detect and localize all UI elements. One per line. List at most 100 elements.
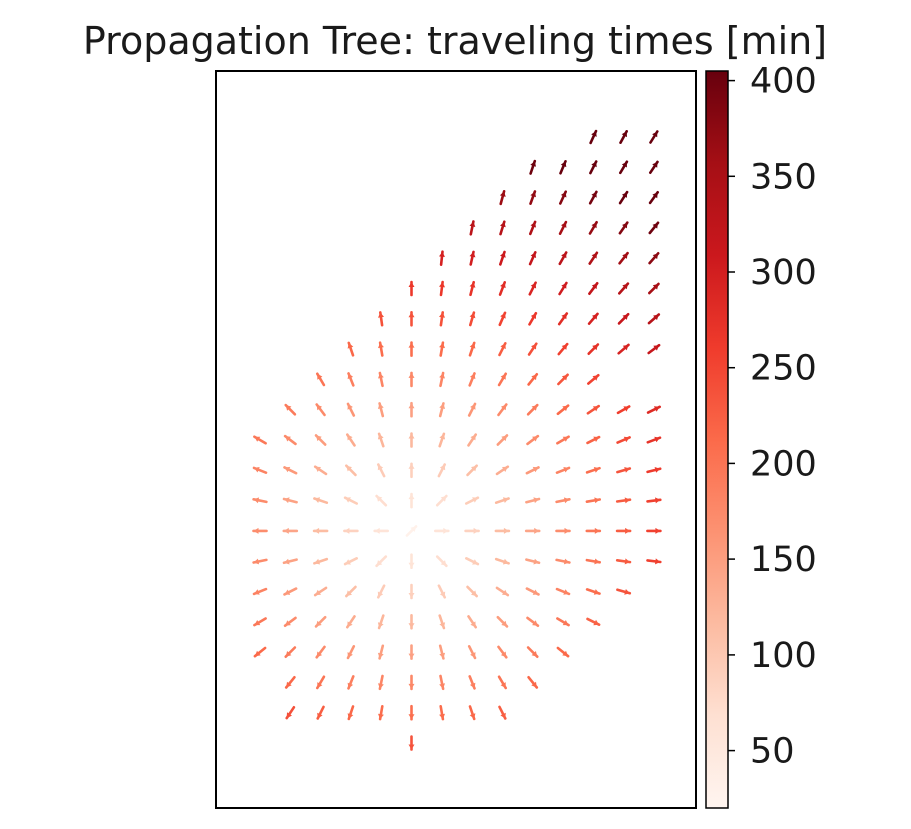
- quiver-arrow-head: [653, 406, 660, 412]
- quiver-arrow: [526, 434, 540, 446]
- quiver-arrow: [498, 341, 507, 357]
- quiver-arrow-head: [317, 712, 323, 719]
- quiver-arrow-head: [284, 466, 291, 473]
- quiver-arrow-head: [622, 344, 629, 351]
- quiver-arrow: [433, 527, 450, 534]
- quiver-arrow-head: [530, 161, 536, 167]
- quiver-arrow-head: [347, 342, 354, 349]
- quiver-arrow: [646, 558, 662, 565]
- quiver-arrow: [438, 402, 446, 418]
- quiver-arrow-head: [561, 283, 567, 289]
- quiver-arrow-head: [346, 465, 352, 472]
- quiver-arrow-head: [532, 589, 539, 595]
- quiver-arrow: [585, 497, 602, 504]
- quiver-arrow-head: [532, 466, 539, 473]
- quiver-arrow: [466, 464, 479, 477]
- quiver-arrow: [499, 190, 506, 206]
- quiver-arrow-head: [472, 497, 478, 503]
- quiver-arrow-head: [561, 344, 568, 350]
- quiver-arrow: [558, 281, 568, 296]
- quiver-arrow: [558, 190, 568, 205]
- quiver-arrow-head: [408, 403, 415, 409]
- quiver-arrow: [618, 251, 629, 265]
- quiver-arrow: [435, 555, 448, 568]
- quiver-arrow: [618, 190, 629, 205]
- colorbar-tick-label: 300: [750, 253, 817, 293]
- quiver-arrow-head: [285, 620, 291, 626]
- colorbar-tick-label: 250: [750, 349, 817, 389]
- quiver-arrow: [437, 463, 447, 478]
- quiver-arrow: [438, 614, 446, 630]
- quiver-arrow-head: [594, 527, 600, 534]
- quiver-arrow-head: [408, 463, 415, 469]
- quiver-arrow: [252, 466, 268, 475]
- quiver-arrow: [315, 403, 326, 417]
- quiver-arrow-head: [470, 621, 476, 628]
- quiver-arrow: [529, 159, 537, 175]
- quiver-arrow: [377, 644, 385, 660]
- quiver-arrow-head: [315, 466, 321, 472]
- quiver-arrow: [347, 341, 355, 357]
- quiver-arrow-head: [377, 403, 384, 409]
- quiver-arrow-head: [562, 405, 569, 412]
- quiver-arrow-head: [443, 527, 449, 534]
- quiver-arrow: [468, 675, 476, 690]
- colorbar-tick-label: 150: [750, 540, 817, 580]
- quiver-arrow-head: [470, 403, 476, 410]
- quiver-arrow-head: [469, 682, 476, 689]
- quiver-arrow: [438, 432, 446, 448]
- quiver-arrow: [252, 587, 268, 596]
- quiver-arrow-head: [563, 589, 569, 595]
- quiver-arrow-head: [563, 558, 570, 565]
- quiver-arrow: [377, 402, 385, 418]
- quiver-arrow-head: [254, 589, 260, 595]
- quiver-arrow-head: [502, 558, 509, 565]
- quiver-arrow: [408, 280, 415, 297]
- quiver-arrow-head: [500, 221, 506, 228]
- quiver-arrow-head: [500, 682, 506, 688]
- quiver-arrow: [408, 371, 415, 388]
- quiver-arrow: [439, 341, 445, 357]
- quiver-arrow-head: [561, 313, 567, 320]
- quiver-arrow-head: [317, 373, 323, 380]
- quiver-arrow: [555, 587, 571, 596]
- quiver-arrow: [313, 465, 328, 476]
- quiver-arrow: [437, 584, 447, 599]
- quiver-arrow-head: [531, 405, 538, 411]
- quiver-arrow: [464, 527, 480, 534]
- quiver-arrow: [313, 497, 329, 505]
- quiver-arrow: [559, 160, 567, 175]
- quiver-arrow-head: [283, 527, 289, 534]
- quiver-arrow-head: [534, 527, 540, 534]
- quiver-arrow: [439, 704, 445, 721]
- quiver-arrow: [252, 527, 268, 534]
- quiver-arrow: [586, 617, 601, 627]
- quiver-arrow: [314, 434, 327, 446]
- quiver-arrow-head: [439, 282, 445, 288]
- quiver-arrow: [585, 527, 602, 534]
- quiver-arrow: [498, 705, 507, 720]
- quiver-arrow: [377, 432, 385, 448]
- quiver-arrow: [495, 586, 510, 597]
- quiver-arrow-head: [378, 683, 384, 689]
- quiver-arrow-head: [253, 558, 260, 565]
- quiver-arrow-head: [561, 252, 567, 259]
- quiver-arrow: [647, 343, 661, 355]
- quiver-arrow: [495, 465, 510, 476]
- quiver-arrow-head: [625, 527, 631, 534]
- quiver-arrow-head: [502, 589, 508, 596]
- quiver-arrow-head: [560, 191, 567, 198]
- quiver-arrow: [648, 191, 660, 205]
- quiver-arrow: [555, 558, 571, 565]
- quiver-arrow: [344, 464, 357, 477]
- quiver-arrow-head: [621, 192, 628, 198]
- quiver-arrow-head: [533, 497, 539, 504]
- quiver-arrow: [528, 251, 537, 266]
- quiver-arrow: [585, 466, 601, 474]
- quiver-arrow-head: [469, 312, 476, 319]
- quiver-arrow: [527, 372, 539, 386]
- quiver-arrow: [496, 615, 509, 628]
- quiver-arrow-head: [562, 436, 569, 442]
- quiver-arrow-head: [408, 562, 415, 568]
- quiver-arrow-head: [347, 373, 354, 380]
